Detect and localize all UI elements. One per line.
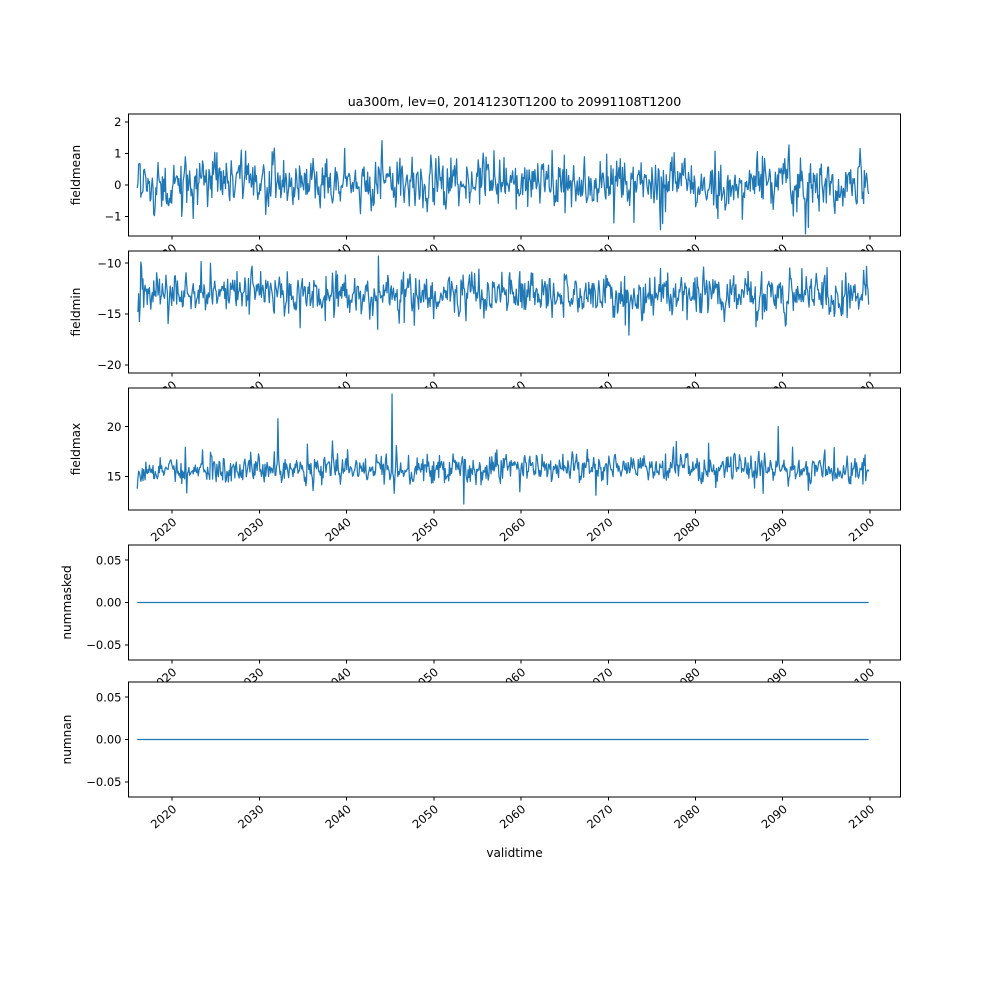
axes-spines-fieldmax	[128, 387, 901, 511]
panel-numnan: 0.05 0.00 −0.05 numnan 2020 2030 2040 2050 2060 2…	[60, 681, 901, 832]
xtick-label: 2050	[410, 802, 441, 832]
xtick-label: 2040	[322, 802, 353, 832]
ytick-label: 2	[114, 115, 121, 129]
xlabel: validtime	[486, 846, 542, 860]
ylabel-numnan: numnan	[60, 715, 74, 765]
xtick-label: 2100	[846, 515, 877, 545]
ytick-label: 0.00	[96, 733, 122, 747]
ylabel-fieldmax: fieldmax	[69, 423, 83, 475]
ytick-label: 1	[114, 147, 121, 161]
axes-spines-fieldmean	[128, 113, 901, 237]
ytick-label: 20	[107, 420, 122, 434]
figure-title: ua300m, lev=0, 20141230T1200 to 20991108…	[348, 94, 682, 109]
ytick-label: 0.00	[96, 596, 122, 610]
ylabel-fieldmin: fieldmin	[69, 288, 83, 337]
xtick-label: 2030	[235, 515, 266, 545]
ylabel-nummasked: nummasked	[60, 565, 74, 639]
ytick-label: 0	[114, 178, 121, 192]
panel-fieldmax: 15 20 fieldmax 2020 2030 2040 2050 2060 2070 2080…	[69, 387, 901, 545]
series-line-fieldmax	[136, 393, 870, 505]
xtick-label: 2020	[148, 802, 179, 832]
panel-fieldmin: −10−15−20fieldmin20202030204020502060207…	[69, 250, 901, 407]
ytick-label: 0.05	[96, 690, 122, 704]
xtick-label: 2060	[497, 515, 528, 545]
xtick-label: 2090	[759, 802, 790, 832]
plot-area-fieldmin	[128, 251, 901, 373]
ytick-label: −0.05	[86, 775, 121, 789]
xtick-label: 2020	[148, 515, 179, 545]
xtick-label: 2080	[671, 802, 702, 832]
series-line-fieldmin	[136, 255, 870, 336]
ytick-label: −10	[97, 256, 121, 270]
ytick-label: 0.05	[96, 553, 122, 567]
series-line-fieldmean	[136, 139, 870, 235]
xtick-label: 2100	[846, 802, 877, 832]
xtick-label: 2030	[235, 802, 266, 832]
xtick-label: 2050	[410, 515, 441, 545]
xtick-label: 2060	[497, 802, 528, 832]
xtick-label: 2040	[322, 515, 353, 545]
panel-fieldmean: −1012fieldmean20202030204020502060207020…	[69, 113, 901, 270]
ytick-label: −0.05	[86, 638, 121, 652]
ytick-label: −20	[97, 358, 121, 372]
ytick-label: −1	[105, 210, 122, 224]
xtick-label: 2070	[584, 802, 615, 832]
xtick-label: 2070	[584, 515, 615, 545]
ytick-label: 15	[107, 469, 122, 483]
xtick-label: 2080	[671, 515, 702, 545]
xtick-label: 2090	[759, 515, 790, 545]
ylabel-fieldmean: fieldmean	[69, 145, 83, 205]
ytick-label: −15	[97, 307, 121, 321]
plot-area-fieldmax	[128, 388, 901, 510]
axes-spines-fieldmin	[128, 250, 901, 374]
